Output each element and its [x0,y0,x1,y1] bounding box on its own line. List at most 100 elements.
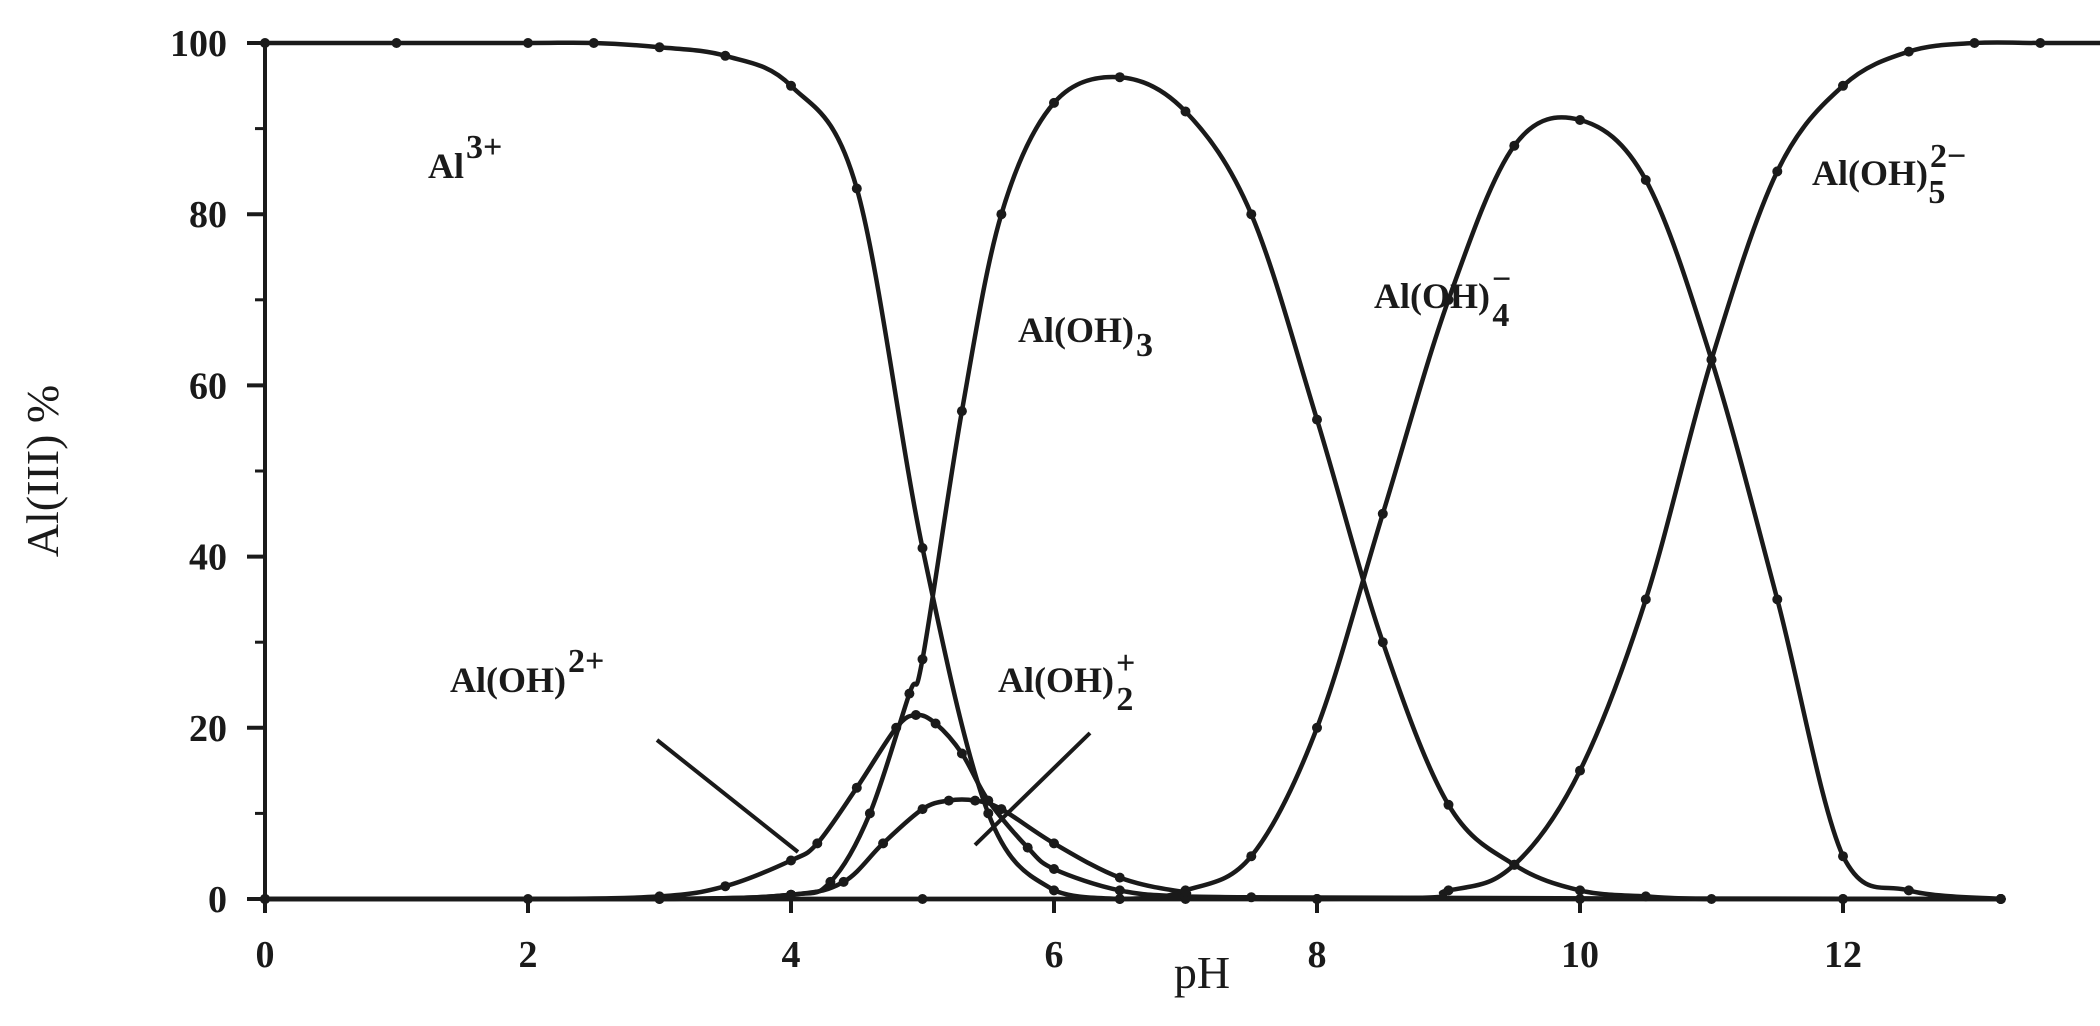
y-tick-label-100: 100 [170,23,227,65]
data-point-aloh-2plus [1022,842,1033,853]
data-point-aloh-2plus [910,710,921,720]
x-tick-label-10: 10 [1561,934,1599,976]
curve-markers [260,38,2046,904]
x-tick-label-2: 2 [519,934,538,976]
species-label-aloh5-2minus: Al(OH)2− 5 [1812,138,1966,211]
data-point-al3 [260,38,270,48]
data-point-aloh4-minus [917,894,928,904]
y-tick-label-80: 80 [189,194,227,236]
data-point-aloh-2plus [930,718,941,729]
series-line-aloh5-2minus [262,40,2100,902]
data-point-aloh5-2minus [1575,765,1585,776]
data-point-aloh-2plus [1114,885,1125,896]
data-point-aloh3 [1443,799,1454,810]
data-point-aloh2-plus [970,795,981,806]
data-point-al3 [588,38,599,48]
y-axis-title: Al(III) % [17,385,68,557]
data-point-aloh3 [1575,885,1585,896]
data-point-al3 [1575,894,1585,904]
species-labels: Al3+ Al(OH)2+ Al(OH)+ 2 Al(OH)3 Al(OH)− 4 Al(OH… [428,129,1966,718]
data-point-aloh5-2minus [1969,38,1980,48]
data-point-aloh3 [654,894,665,904]
data-point-aloh5-2minus [1640,594,1651,605]
series-line-aloh4-minus [262,115,2004,902]
data-point-aloh2-plus [1246,892,1257,903]
data-point-aloh3 [825,876,836,887]
data-point-aloh2-plus [1049,838,1059,849]
data-point-aloh3 [1246,209,1257,220]
data-point-al3 [851,183,862,194]
data-point-aloh3 [904,688,915,699]
data-point-aloh4-minus [1772,594,1783,605]
species-label-aloh4-minus: Al(OH)− 4 [1374,261,1511,334]
data-point-aloh3 [1640,891,1651,902]
data-point-aloh-2plus [891,722,902,733]
data-point-al3 [786,80,796,91]
data-point-al3 [654,42,665,53]
data-point-aloh3 [1049,97,1059,108]
data-point-aloh2-plus [943,795,954,806]
label-leader-lines [655,731,1092,854]
data-point-aloh-2plus [812,838,823,849]
x-tick-label-6: 6 [1045,934,1064,976]
data-point-aloh2-plus [996,804,1007,815]
data-point-aloh3 [1312,414,1322,425]
data-point-aloh4-minus [1443,294,1454,305]
data-point-aloh3 [1706,894,1717,904]
data-point-aloh-2plus [851,782,862,793]
data-point-aloh2-plus [878,838,889,849]
x-tick-label-12: 12 [1824,934,1862,976]
data-point-aloh4-minus [1640,175,1651,185]
data-point-aloh4-minus [1995,894,2006,904]
data-point-aloh5-2minus [1312,894,1322,904]
data-point-aloh4-minus [1509,140,1520,151]
data-point-aloh-2plus [523,894,533,904]
series-line-aloh2-plus [262,797,2004,902]
data-point-aloh-2plus [956,748,967,759]
y-tick-label-0: 0 [208,879,227,921]
data-point-aloh3 [786,889,796,900]
data-point-al3 [523,38,533,48]
data-point-aloh4-minus [1312,722,1322,733]
data-point-aloh2-plus [917,804,928,815]
data-point-al3 [983,808,994,819]
data-point-aloh4-minus [1180,885,1191,896]
data-point-aloh4-minus [1903,885,1914,896]
data-point-aloh5-2minus [1443,885,1454,896]
y-tick-label-40: 40 [189,537,227,579]
species-label-aloh2-plus: Al(OH)+ 2 [998,645,1135,718]
data-point-aloh-2plus [983,795,994,806]
data-point-al3 [1049,885,1059,896]
data-point-aloh3 [917,654,928,665]
data-point-aloh4-minus [1246,851,1257,862]
species-label-aloh3: Al(OH)3 [1018,310,1153,364]
data-point-aloh3 [1114,72,1125,83]
series-line-aloh-2plus [262,712,2004,902]
species-label-aloh-2plus: Al(OH)2+ [450,643,604,700]
data-point-aloh-2plus [720,881,731,892]
data-point-al3 [720,50,731,61]
series-line-aloh3 [262,74,2004,902]
data-point-aloh4-minus [1114,894,1125,904]
leader-line-aloh2-plus [973,731,1092,847]
data-point-aloh5-2minus [1509,859,1520,870]
data-point-aloh3 [996,209,1007,220]
x-tick-label-0: 0 [256,934,275,976]
x-tick-label-8: 8 [1308,934,1327,976]
data-point-aloh3 [956,406,967,417]
y-tick-label-60: 60 [189,365,227,407]
species-label-al3: Al3+ [428,129,502,186]
data-point-al3 [917,543,928,553]
data-point-aloh5-2minus [1838,80,1848,91]
data-point-aloh2-plus [838,876,849,887]
data-point-al3 [391,38,402,48]
data-point-aloh4-minus [1838,851,1848,862]
data-point-aloh3 [1377,637,1388,648]
series-line-al3 [262,40,2004,902]
data-point-aloh5-2minus [1903,46,1914,57]
x-tick-label-4: 4 [782,934,801,976]
data-point-aloh5-2minus [1772,166,1783,177]
data-point-aloh5-2minus [2035,38,2046,48]
data-point-aloh5-2minus [1706,354,1717,365]
